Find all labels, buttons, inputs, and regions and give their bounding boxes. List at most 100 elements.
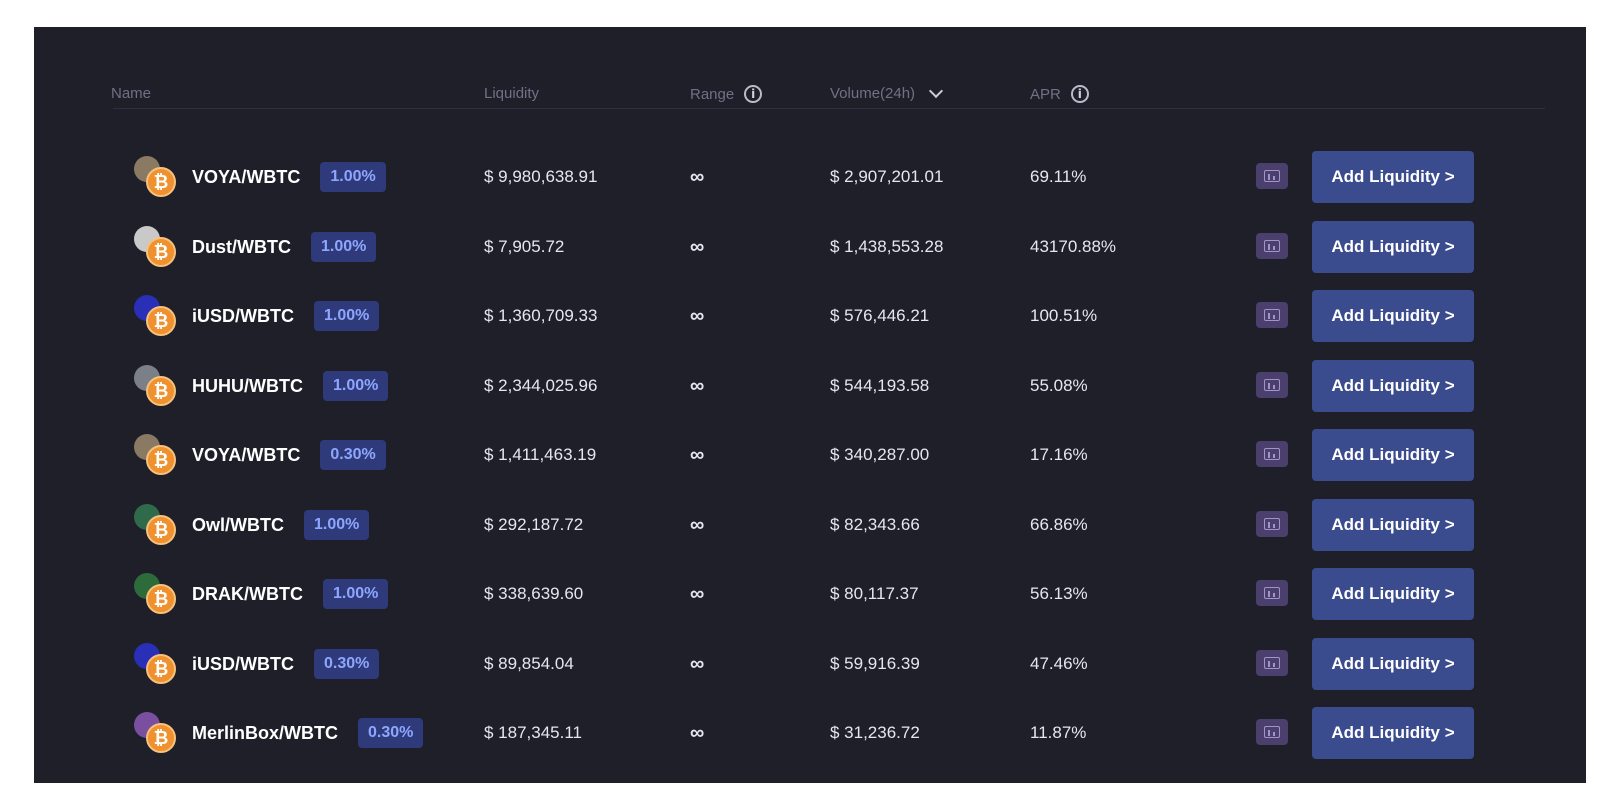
- range-value: ∞: [690, 304, 705, 327]
- volume-value: $ 59,916.39: [830, 654, 920, 673]
- liquidity-value: $ 187,345.11: [484, 723, 582, 742]
- liquidity-value: $ 7,905.72: [484, 237, 565, 256]
- wbtc-token-icon: ₿: [146, 306, 176, 336]
- pair-icons: ₿: [134, 154, 180, 200]
- table-row[interactable]: ₿ iUSD/WBTC 0.30% $ 89,854.04 ∞ $ 59,916.39 47…: [34, 638, 1586, 690]
- volume-value: $ 544,193.58: [830, 376, 930, 395]
- add-liquidity-button[interactable]: Add Liquidity >: [1312, 290, 1474, 342]
- range-value: ∞: [690, 374, 705, 397]
- table-row[interactable]: ₿ HUHU/WBTC 1.00% $ 2,344,025.96 ∞ $ 544,193.…: [34, 360, 1586, 412]
- view-chart-button[interactable]: [1256, 372, 1288, 398]
- pool-name-cell: ₿ MerlinBox/WBTC 0.30%: [134, 707, 424, 759]
- chart-icon: [1264, 448, 1280, 460]
- table-row[interactable]: ₿ iUSD/WBTC 1.00% $ 1,360,709.33 ∞ $ 576,446.…: [34, 290, 1586, 342]
- table-row[interactable]: ₿ MerlinBox/WBTC 0.30% $ 187,345.11 ∞ $ 31,23…: [34, 707, 1586, 759]
- header-divider: [113, 108, 1545, 109]
- chart-icon: [1264, 657, 1280, 669]
- table-row[interactable]: ₿ Dust/WBTC 1.00% $ 7,905.72 ∞ $ 1,438,553.28…: [34, 221, 1586, 273]
- fee-tier-badge: 1.00%: [314, 301, 380, 331]
- pair-icons: ₿: [134, 363, 180, 409]
- wbtc-token-icon: ₿: [146, 584, 176, 614]
- add-liquidity-button[interactable]: Add Liquidity >: [1312, 707, 1474, 759]
- add-liquidity-button[interactable]: Add Liquidity >: [1312, 499, 1474, 551]
- add-liquidity-button[interactable]: Add Liquidity >: [1312, 568, 1474, 620]
- liquidity-value: $ 292,187.72: [484, 515, 584, 534]
- volume-value: $ 340,287.00: [830, 445, 930, 464]
- pair-icons: ₿: [134, 710, 180, 756]
- pool-name-cell: ₿ iUSD/WBTC 0.30%: [134, 638, 380, 690]
- apr-value: 66.86%: [1030, 515, 1088, 534]
- view-chart-button[interactable]: [1256, 233, 1288, 259]
- pair-name: VOYA/WBTC: [192, 444, 301, 465]
- fee-tier-badge: 1.00%: [310, 232, 377, 262]
- apr-value: 100.51%: [1030, 306, 1098, 325]
- chart-icon: [1264, 309, 1280, 321]
- add-liquidity-button[interactable]: Add Liquidity >: [1312, 151, 1474, 203]
- chart-icon: [1264, 726, 1280, 738]
- liquidity-value: $ 9,980,638.91: [484, 167, 598, 186]
- liquidity-value: $ 89,854.04: [484, 654, 574, 673]
- column-header-volume[interactable]: Volume(24h): [830, 83, 944, 102]
- view-chart-button[interactable]: [1256, 719, 1288, 745]
- pool-name-cell: ₿ DRAK/WBTC 1.00%: [134, 568, 389, 620]
- pair-name: DRAK/WBTC: [192, 583, 303, 604]
- add-liquidity-button[interactable]: Add Liquidity >: [1312, 360, 1474, 412]
- fee-tier-badge: 1.00%: [322, 579, 389, 609]
- pair-name: MerlinBox/WBTC: [192, 722, 338, 743]
- apr-value: 17.16%: [1030, 445, 1088, 464]
- apr-value: 47.46%: [1030, 654, 1088, 673]
- column-header-apr: APR i: [1030, 85, 1089, 103]
- range-value: ∞: [690, 652, 705, 675]
- view-chart-button[interactable]: [1256, 650, 1288, 676]
- view-chart-button[interactable]: [1256, 511, 1288, 537]
- apr-value: 55.08%: [1030, 376, 1088, 395]
- chevron-down-icon[interactable]: [928, 83, 944, 99]
- pool-name-cell: ₿ iUSD/WBTC 1.00%: [134, 290, 380, 342]
- range-value: ∞: [690, 582, 705, 605]
- info-icon[interactable]: i: [744, 85, 763, 103]
- pool-name-cell: ₿ Dust/WBTC 1.00%: [134, 221, 377, 273]
- view-chart-button[interactable]: [1256, 441, 1288, 467]
- pair-icons: ₿: [134, 641, 180, 687]
- liquidity-value: $ 338,639.60: [484, 584, 584, 603]
- apr-value: 69.11%: [1030, 167, 1087, 186]
- table-row[interactable]: ₿ Owl/WBTC 1.00% $ 292,187.72 ∞ $ 82,343.66 66…: [34, 499, 1586, 551]
- apr-value: 11.87%: [1030, 723, 1087, 742]
- apr-value: 56.13%: [1030, 584, 1088, 603]
- liquidity-value: $ 1,411,463.19: [484, 445, 597, 464]
- table-row[interactable]: ₿ DRAK/WBTC 1.00% $ 338,639.60 ∞ $ 80,117.37 5…: [34, 568, 1586, 620]
- info-icon[interactable]: i: [1070, 85, 1089, 103]
- pair-name: VOYA/WBTC: [192, 166, 301, 187]
- pair-name: iUSD/WBTC: [192, 653, 294, 674]
- wbtc-token-icon: ₿: [146, 515, 176, 545]
- range-value: ∞: [690, 721, 705, 744]
- pair-icons: ₿: [134, 224, 180, 270]
- range-value: ∞: [690, 513, 705, 536]
- add-liquidity-button[interactable]: Add Liquidity >: [1312, 638, 1474, 690]
- range-value: ∞: [690, 165, 705, 188]
- column-header-range: Range i: [690, 85, 763, 103]
- pair-name: iUSD/WBTC: [192, 305, 294, 326]
- view-chart-button[interactable]: [1256, 163, 1288, 189]
- volume-value: $ 2,907,201.01: [830, 167, 944, 186]
- fee-tier-badge: 0.30%: [320, 440, 386, 470]
- pair-icons: ₿: [134, 502, 180, 548]
- add-liquidity-button[interactable]: Add Liquidity >: [1312, 429, 1474, 481]
- add-liquidity-button[interactable]: Add Liquidity >: [1312, 221, 1474, 273]
- range-value: ∞: [690, 443, 705, 466]
- view-chart-button[interactable]: [1256, 302, 1288, 328]
- volume-value: $ 80,117.37: [830, 584, 919, 603]
- table-row[interactable]: ₿ VOYA/WBTC 0.30% $ 1,411,463.19 ∞ $ 340,287.…: [34, 429, 1586, 481]
- view-chart-button[interactable]: [1256, 580, 1288, 606]
- wbtc-token-icon: ₿: [146, 167, 176, 197]
- pool-name-cell: ₿ HUHU/WBTC 1.00%: [134, 360, 389, 412]
- table-row[interactable]: ₿ VOYA/WBTC 1.00% $ 9,980,638.91 ∞ $ 2,907,20…: [34, 151, 1586, 203]
- pool-name-cell: ₿ VOYA/WBTC 1.00%: [134, 151, 386, 203]
- fee-tier-badge: 1.00%: [304, 510, 370, 540]
- volume-value: $ 576,446.21: [830, 306, 930, 325]
- pair-name: Dust/WBTC: [192, 236, 291, 257]
- fee-tier-badge: 0.30%: [358, 718, 424, 748]
- apr-value: 43170.88%: [1030, 237, 1117, 256]
- pair-icons: ₿: [134, 293, 180, 339]
- liquidity-value: $ 1,360,709.33: [484, 306, 598, 325]
